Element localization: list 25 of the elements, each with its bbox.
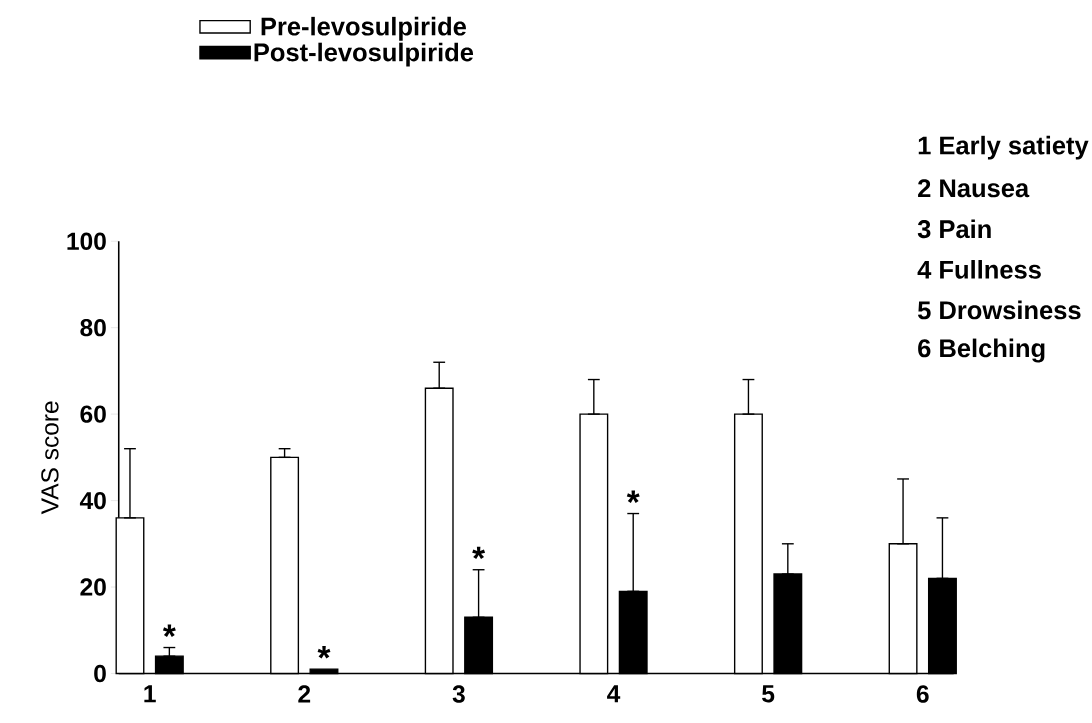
x-tick-label: 1 <box>144 685 156 703</box>
y-tick-label: 100 <box>67 232 106 251</box>
text: 1 Early satiety <box>918 135 1089 160</box>
x-tick-label: 4 <box>607 685 621 703</box>
annotation: * <box>317 646 331 659</box>
annotation: 6 Belching <box>918 338 1045 363</box>
text: 2 Nausea <box>918 179 1030 198</box>
y-tick-label: 40 <box>79 492 106 510</box>
x-tick-label: 3 <box>452 685 465 703</box>
annotation: 4 Fullness <box>917 260 1041 279</box>
annotation: * <box>162 624 176 638</box>
x-tick-label: 2 <box>298 685 311 703</box>
annotation: 5 Drowsiness <box>917 300 1081 320</box>
annotation: * <box>472 546 486 560</box>
y-tick-label: 80 <box>80 319 106 337</box>
text: 3 Pain <box>917 219 991 239</box>
x-tick-label: 6 <box>916 685 929 703</box>
y-tick-label: 60 <box>80 405 106 423</box>
legend-label: Post-levosulpiride <box>254 42 474 67</box>
y-axis-title: VAS score <box>41 401 59 515</box>
annotation: * <box>626 490 640 504</box>
x-tick-label: 5 <box>762 685 775 703</box>
legend-label: Pre-levosulpiride <box>261 17 466 41</box>
y-tick-label: 0 <box>94 664 106 683</box>
y-tick-label: 20 <box>80 578 106 596</box>
